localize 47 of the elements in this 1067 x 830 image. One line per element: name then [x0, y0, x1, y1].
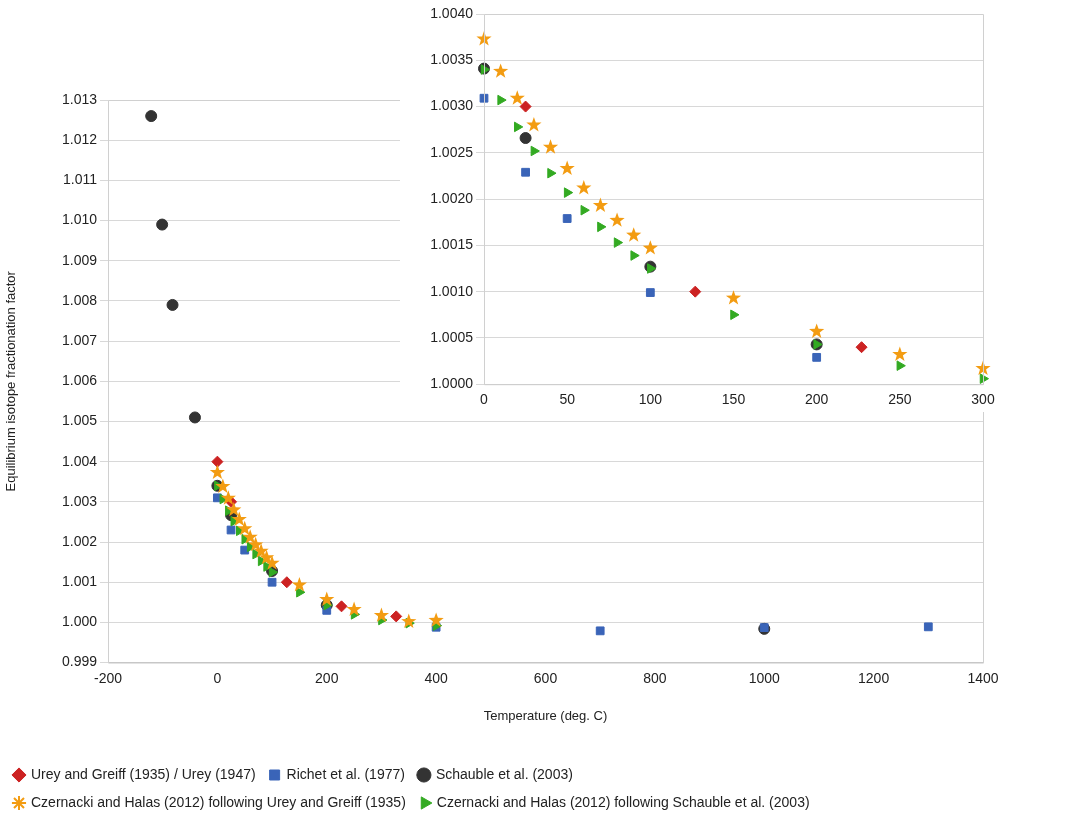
- legend-label: Czernacki and Halas (2012) following Schauble et al. (2003): [436, 793, 810, 810]
- x-tick-label: 0: [480, 391, 489, 408]
- y-tick-label: 1.012: [61, 131, 98, 148]
- x-tick-label: 800: [643, 669, 667, 686]
- y-tick-label: 1.0000: [430, 375, 474, 392]
- y-tick-label: 0.999: [61, 653, 98, 670]
- x-tick-label: 100: [638, 391, 663, 408]
- legend-label: Urey and Greiff (1935) / Urey (1947): [31, 765, 256, 782]
- x-tick-label: 300: [971, 391, 995, 408]
- y-tick-label: 1.010: [61, 211, 98, 228]
- x-tick-label: -200: [93, 669, 123, 686]
- y-tick-label: 1.0030: [430, 97, 474, 114]
- y-tick-label: 1.0040: [430, 4, 474, 21]
- y-tick-label: 1.0010: [430, 282, 474, 299]
- x-tick-label: 200: [804, 391, 829, 408]
- y-tick-label: 1.0020: [430, 189, 474, 206]
- y-tick-label: 1.003: [61, 492, 98, 509]
- y-tick-label: 1.006: [61, 372, 98, 389]
- y-tick-label: 1.0025: [430, 143, 474, 160]
- y-tick-label: 1.001: [61, 573, 98, 590]
- legend-label: Schauble et al. (2003): [435, 765, 573, 782]
- y-tick-label: 1.000: [61, 613, 98, 630]
- y-tick-label: 1.004: [61, 452, 98, 469]
- x-tick-label: 0: [213, 669, 222, 686]
- x-tick-label: 200: [315, 669, 339, 686]
- y-tick-label: 1.002: [61, 532, 98, 549]
- x-tick-label: 1000: [748, 669, 781, 686]
- y-tick-label: 1.008: [61, 291, 98, 308]
- y-tick-label: 1.007: [61, 331, 98, 348]
- y-tick-label: 1.0005: [430, 328, 474, 345]
- x-tick-label: 600: [533, 669, 558, 686]
- y-tick-label: 1.009: [61, 251, 98, 268]
- x-tick-label: 50: [559, 391, 576, 408]
- y-tick-label: 1.0015: [430, 236, 474, 253]
- x-tick-label: 400: [424, 669, 449, 686]
- x-axis-title: Temperature (deg. C): [483, 707, 608, 723]
- y-tick-label: 1.005: [61, 412, 98, 429]
- y-tick-label: 1.0035: [430, 51, 474, 68]
- y-axis-title: Equilibrium isotope fractionation factor: [3, 270, 19, 492]
- legend-label: Richet et al. (1977): [286, 765, 405, 782]
- x-tick-label: 1400: [967, 669, 999, 686]
- x-tick-label: 1200: [858, 669, 890, 686]
- x-tick-label: 250: [888, 391, 912, 408]
- x-tick-label: 150: [721, 391, 746, 408]
- legend-label: Czernacki and Halas (2012) following Urey and Greiff (1935): [31, 793, 406, 810]
- y-tick-label: 1.011: [63, 171, 98, 188]
- y-tick-label: 1.013: [61, 90, 98, 107]
